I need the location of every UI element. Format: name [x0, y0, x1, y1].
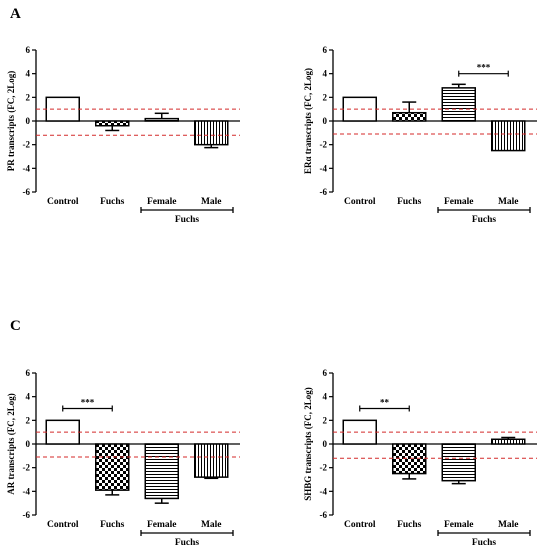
- y-tick-label: -6: [320, 510, 328, 520]
- y-tick-label: 6: [26, 368, 31, 378]
- category-label: Male: [201, 197, 222, 207]
- category-label: Control: [344, 197, 376, 207]
- bar-fuchs: [392, 443, 427, 475]
- y-tick-label: -4: [320, 163, 328, 173]
- group-label: Fuchs: [472, 538, 497, 548]
- chart-panel-c: C 6 4 2 0 -2 -4 -6 AR transcripts (FC, 2Log) Cont…: [6, 318, 240, 548]
- y-tick-label: 2: [26, 415, 31, 425]
- y-tick-label: 2: [323, 415, 328, 425]
- y-axis-label: AR transcripts (FC, 2Log): [6, 393, 16, 495]
- chart-panel-a: A 6 4 2 0 -2 -4 -6 PR transcripts (FC, 2Log) Cont…: [6, 6, 240, 225]
- bar-female: [441, 443, 476, 482]
- y-tick-label: 0: [26, 439, 31, 449]
- y-tick-label: 4: [26, 69, 31, 79]
- category-label: Male: [498, 197, 519, 207]
- bar-male: [491, 120, 526, 152]
- y-tick-label: 6: [323, 45, 328, 55]
- bar-female: [144, 117, 179, 122]
- bar-female: [144, 443, 179, 500]
- category-label: Fuchs: [397, 197, 422, 207]
- significance-label: **: [380, 398, 390, 408]
- category-label: Female: [444, 520, 474, 530]
- y-tick-label: 4: [323, 69, 328, 79]
- y-tick-label: -2: [23, 463, 31, 473]
- y-axis-label: ERα transcripts (FC, 2Log): [303, 68, 313, 174]
- group-label: Fuchs: [175, 215, 200, 225]
- y-tick-label: -2: [320, 463, 328, 473]
- y-tick-label: 6: [323, 368, 328, 378]
- category-label: Fuchs: [100, 520, 125, 530]
- y-axis-label: PR transcripts (FC, 2Log): [6, 71, 16, 172]
- category-label: Control: [344, 520, 376, 530]
- panel-letter: C: [10, 318, 21, 334]
- y-tick-label: -2: [320, 140, 328, 150]
- bar-male: [194, 120, 229, 146]
- panel-letter: A: [10, 6, 21, 22]
- category-label: Fuchs: [397, 520, 422, 530]
- y-tick-label: 2: [26, 92, 31, 102]
- bar-male: [491, 438, 526, 445]
- bar-male: [194, 443, 229, 478]
- y-tick-label: -6: [320, 187, 328, 197]
- category-label: Female: [444, 197, 474, 207]
- y-tick-label: -6: [23, 187, 31, 197]
- bar-fuchs: [392, 111, 427, 122]
- y-tick-label: 6: [26, 45, 31, 55]
- significance-label: ***: [477, 63, 491, 73]
- y-tick-label: 4: [323, 392, 328, 402]
- significance-label: ***: [81, 398, 95, 408]
- category-label: Female: [147, 197, 177, 207]
- group-label: Fuchs: [175, 538, 200, 548]
- category-label: Fuchs: [100, 197, 125, 207]
- bar-fuchs: [95, 443, 130, 491]
- y-tick-label: 4: [26, 392, 31, 402]
- y-tick-label: 2: [323, 92, 328, 102]
- bar-female: [441, 87, 476, 122]
- y-tick-label: 0: [323, 116, 328, 126]
- y-tick-label: -4: [320, 486, 328, 496]
- category-label: Male: [201, 520, 222, 530]
- y-tick-label: -4: [23, 163, 31, 173]
- category-label: Control: [47, 197, 79, 207]
- category-label: Female: [147, 520, 177, 530]
- y-tick-label: 0: [323, 439, 328, 449]
- y-tick-label: -6: [23, 510, 31, 520]
- y-tick-label: -4: [23, 486, 31, 496]
- y-axis-label: SHBG transcripts (FC, 2Log): [303, 387, 313, 501]
- category-label: Male: [498, 520, 519, 530]
- y-tick-label: -2: [23, 140, 31, 150]
- group-label: Fuchs: [472, 215, 497, 225]
- bar-fuchs: [95, 120, 130, 127]
- category-label: Control: [47, 520, 79, 530]
- y-tick-label: 0: [26, 116, 31, 126]
